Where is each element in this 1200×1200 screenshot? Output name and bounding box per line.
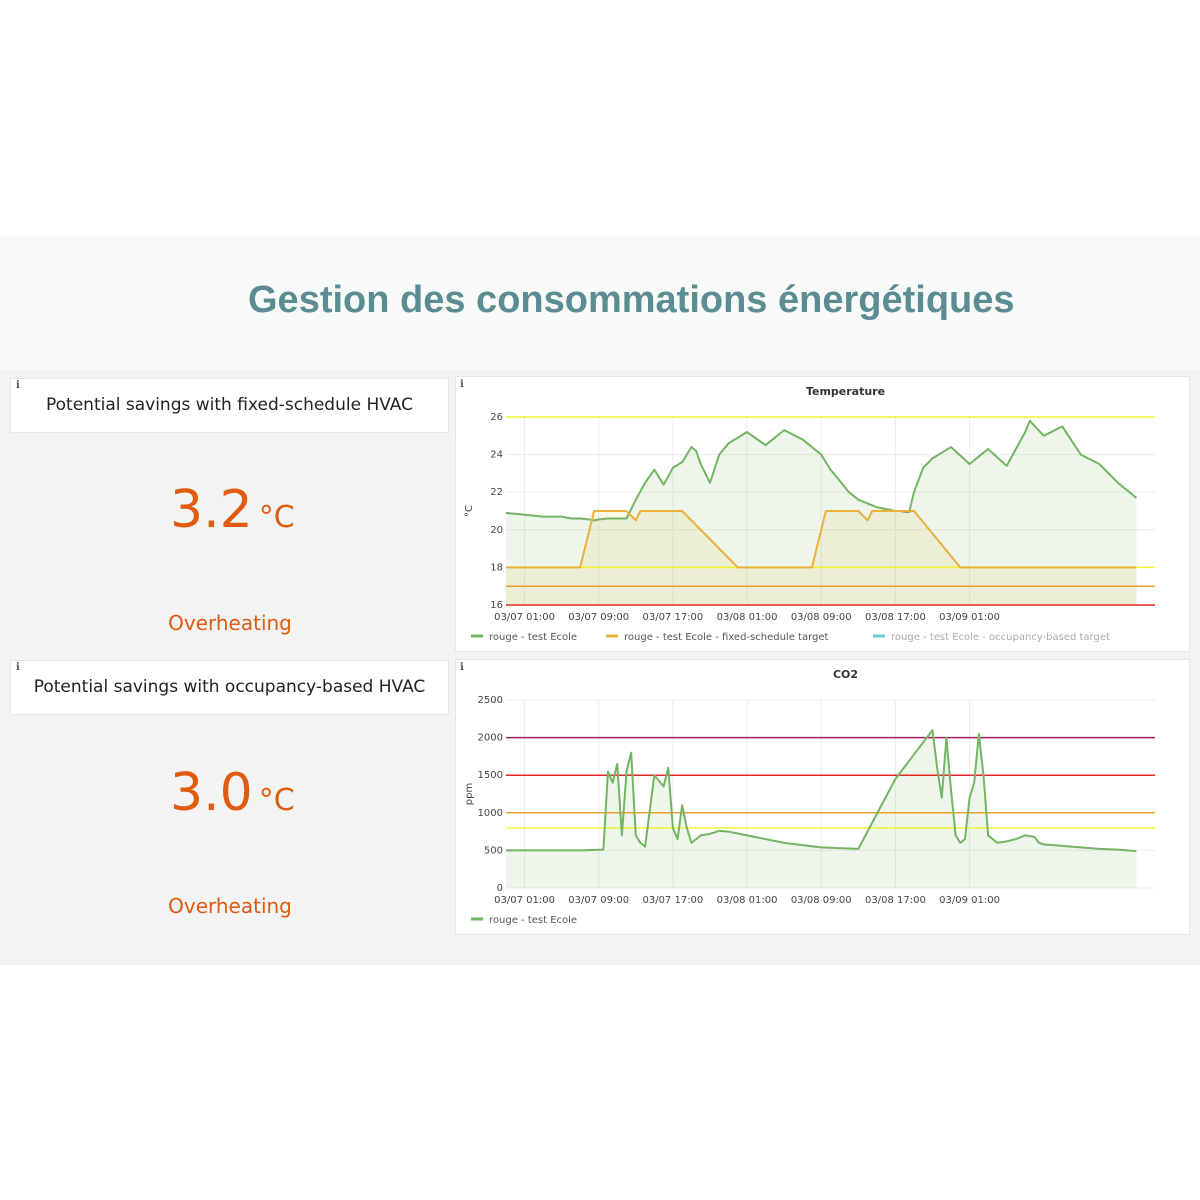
x-tick-label: 03/08 01:00 bbox=[717, 612, 778, 623]
x-tick-label: 03/08 09:00 bbox=[791, 895, 852, 906]
legend-entry: rouge - test Ecole bbox=[489, 915, 577, 926]
series-line-0 bbox=[506, 729, 1137, 853]
y-tick-label: 18 bbox=[490, 562, 503, 573]
info-icon[interactable]: i bbox=[16, 662, 20, 673]
x-tick-label: 03/07 09:00 bbox=[568, 895, 629, 906]
stat-number: 3.0 bbox=[170, 763, 253, 823]
stat-panel-fixed-schedule: i Potential savings with fixed-schedule … bbox=[10, 378, 449, 433]
stat-title: Potential savings with fixed-schedule HV… bbox=[46, 395, 413, 415]
series-area-0 bbox=[506, 730, 1137, 888]
y-tick-label: 22 bbox=[490, 487, 503, 498]
x-tick-label: 03/08 01:00 bbox=[717, 895, 778, 906]
stat-unit: °C bbox=[258, 783, 295, 818]
stat-number: 3.2 bbox=[170, 480, 253, 540]
co2-chart: CO2 ppm 0 500 1000 1500 2000 2500 03/07 01:00 03/… bbox=[464, 668, 1155, 926]
y-tick-label: 16 bbox=[490, 600, 503, 611]
y-axis-label: ppm bbox=[464, 783, 475, 805]
dashboard: i Potential savings with fixed-schedule … bbox=[0, 370, 1200, 965]
series-area-0 bbox=[506, 420, 1137, 605]
header-banner bbox=[0, 236, 1200, 370]
x-tick-label: 03/07 01:00 bbox=[494, 895, 555, 906]
y-tick-label: 0 bbox=[497, 883, 503, 894]
series-area-1 bbox=[506, 511, 1137, 605]
x-tick-label: 03/08 09:00 bbox=[791, 612, 852, 623]
stat-status: Overheating bbox=[168, 611, 292, 635]
x-tick-label: 03/07 09:00 bbox=[568, 612, 629, 623]
info-icon[interactable]: i bbox=[460, 379, 464, 390]
legend-entry: rouge - test Ecole - fixed-schedule targ… bbox=[624, 632, 829, 643]
legend-entry: rouge - test Ecole bbox=[489, 632, 577, 643]
page-title: Gestion des consommations énergétiques bbox=[248, 279, 1015, 321]
x-tick-label: 03/09 01:00 bbox=[939, 612, 1000, 623]
x-tick-label: 03/08 17:00 bbox=[865, 612, 926, 623]
y-tick-label: 1000 bbox=[478, 808, 503, 819]
x-tick-label: 03/09 01:00 bbox=[939, 895, 1000, 906]
x-tick-label: 03/08 17:00 bbox=[865, 895, 926, 906]
series-line-0 bbox=[505, 419, 1138, 522]
x-tick-label: 03/07 17:00 bbox=[642, 895, 703, 906]
stat-panel-occupancy-based: i Potential savings with occupancy-based… bbox=[10, 660, 449, 715]
temperature-chart-panel: i Temperature °C 16 18 20 22 24 26 03/07 01:00 03… bbox=[455, 376, 1190, 652]
stat-status: Overheating bbox=[168, 894, 292, 918]
y-tick-label: 2500 bbox=[478, 695, 503, 706]
stat-title: Potential savings with occupancy-based H… bbox=[33, 677, 426, 697]
x-tick-label: 03/07 01:00 bbox=[494, 612, 555, 623]
y-tick-label: 26 bbox=[490, 412, 503, 423]
y-tick-label: 2000 bbox=[478, 733, 503, 744]
y-tick-label: 20 bbox=[490, 525, 503, 536]
y-axis-label: °C bbox=[464, 505, 475, 517]
info-icon[interactable]: i bbox=[16, 380, 20, 391]
co2-chart-panel: i CO2 ppm 0 500 1000 1500 2000 2500 03/07 01:00 0… bbox=[455, 659, 1190, 935]
y-tick-label: 1500 bbox=[478, 770, 503, 781]
info-icon[interactable]: i bbox=[460, 662, 464, 673]
series-line-1 bbox=[506, 510, 1137, 569]
x-tick-label: 03/07 17:00 bbox=[642, 612, 703, 623]
y-tick-label: 500 bbox=[484, 845, 503, 856]
stat-unit: °C bbox=[258, 500, 295, 535]
stat-value: 3.0 °C bbox=[170, 763, 295, 823]
stat-value: 3.2 °C bbox=[170, 480, 295, 540]
chart-title: CO2 bbox=[833, 668, 858, 681]
temperature-chart: Temperature °C 16 18 20 22 24 26 03/07 01:00 03/0… bbox=[464, 385, 1155, 643]
y-tick-label: 24 bbox=[490, 450, 503, 461]
legend-entry: rouge - test Ecole - occupancy-based tar… bbox=[891, 632, 1110, 643]
chart-title: Temperature bbox=[806, 385, 885, 398]
